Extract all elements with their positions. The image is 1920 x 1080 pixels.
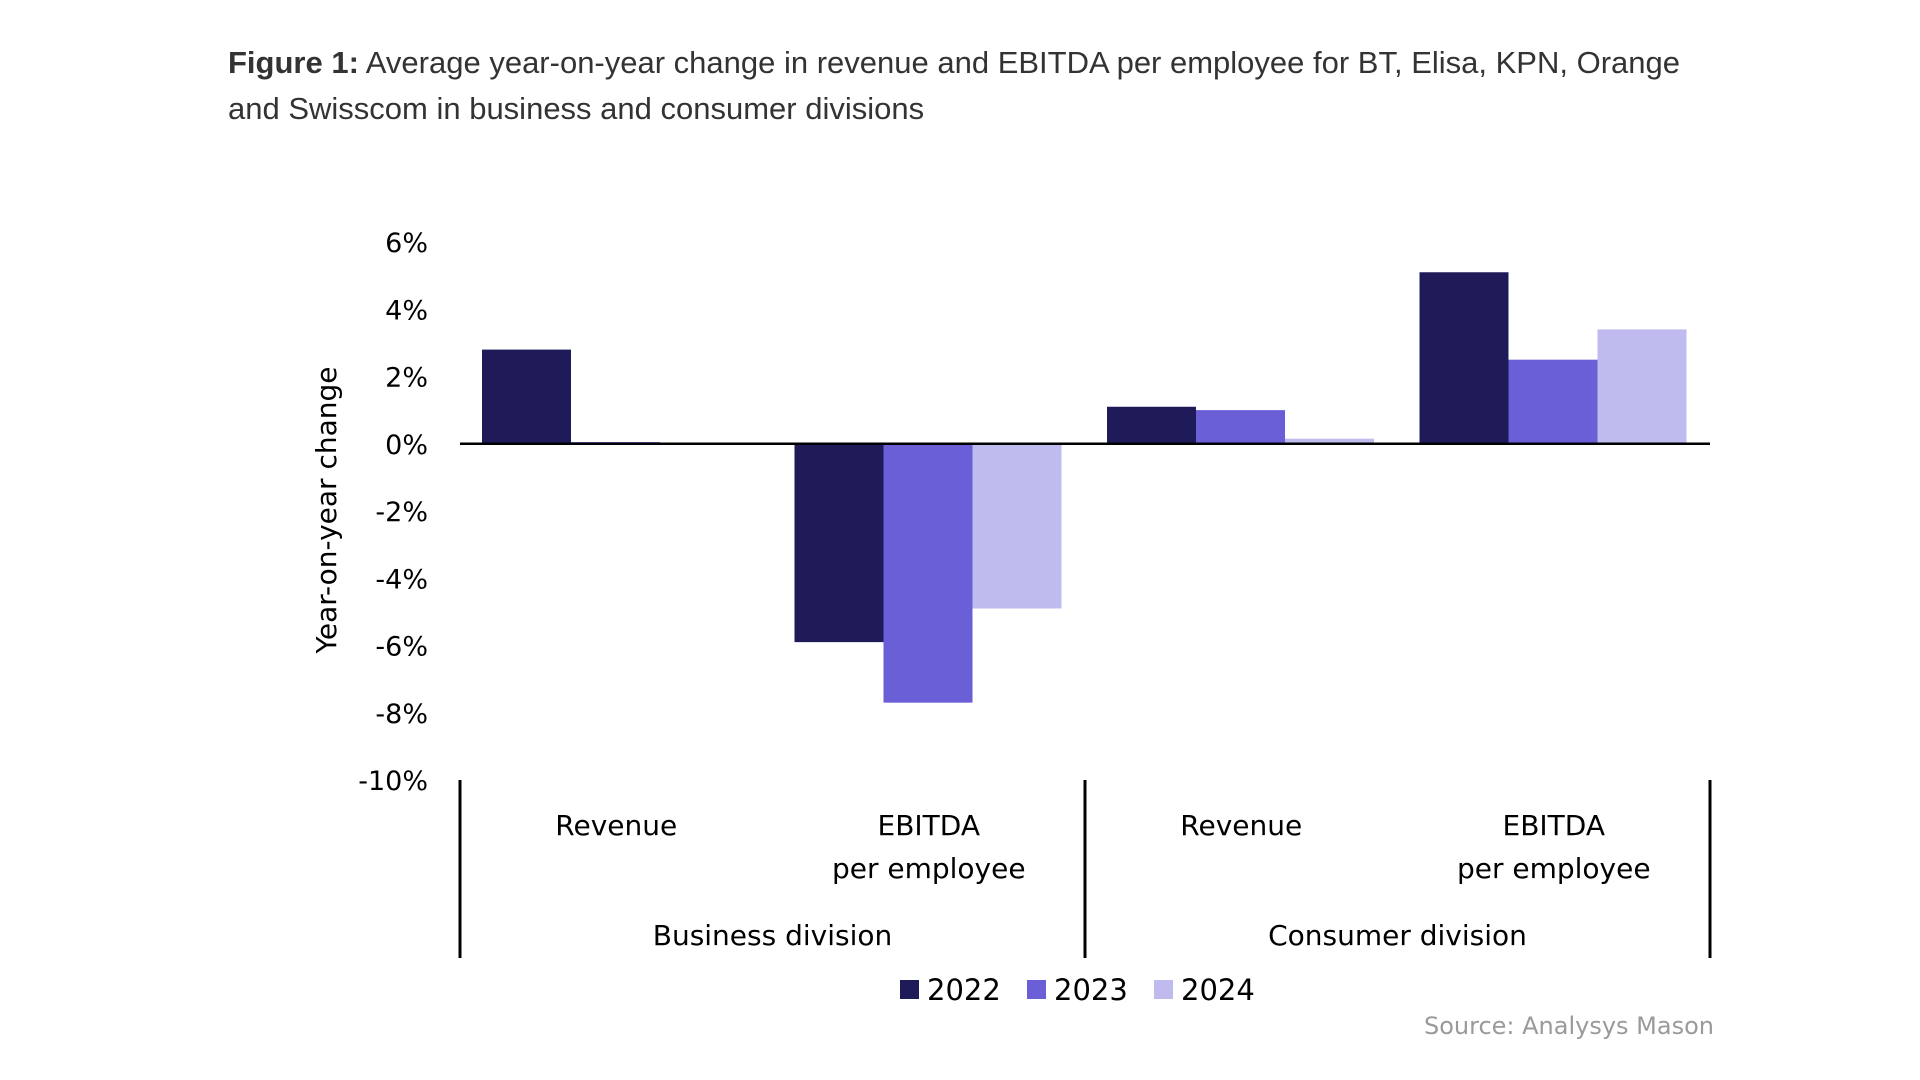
figure-title: Average year-on-year change in revenue a…	[228, 45, 1680, 126]
figure-caption: Figure 1: Average year-on-year change in…	[228, 40, 1728, 132]
source-note: Source: Analysys Mason	[1423, 1012, 1714, 1040]
bar-2022: EBITDA per employee 2022: 5.1%	[1419, 272, 1509, 444]
legend-swatch	[900, 980, 919, 999]
category-label: EBITDA per employee	[1457, 809, 1651, 885]
category-label: EBITDA per employee	[832, 809, 1026, 885]
group-label: Consumer division	[1268, 919, 1527, 952]
x-axis: Revenue EBITDA per employee Revenue EBITDA pe…	[458, 780, 1712, 958]
y-axis-title: Year-on-year change	[310, 366, 343, 654]
y-tick-label: 4%	[385, 295, 428, 326]
bar-2023: Revenue 2023: 1%	[1196, 410, 1285, 444]
legend-swatch	[1154, 980, 1173, 999]
bars: Revenue 2022: 2.8% EBITDA per employee 20…	[482, 272, 1687, 703]
figure-label: Figure 1:	[228, 45, 359, 80]
legend-label: 2023	[1054, 973, 1128, 1007]
legend: 2022 2023 2024	[900, 973, 1255, 1007]
y-tick-label: 0%	[385, 430, 428, 461]
y-tick-label: -10%	[358, 766, 428, 797]
legend-swatch	[1027, 980, 1046, 999]
bar-2024: EBITDA per employee 2024: -4.9%	[972, 443, 1062, 609]
group-label: Business division	[653, 919, 893, 952]
category-label: Revenue	[1180, 809, 1302, 842]
y-tick-label: 2%	[385, 363, 428, 394]
bar-2024: EBITDA per employee 2024: 3.4%	[1597, 329, 1687, 444]
y-tick-label: -6%	[375, 632, 428, 663]
category-label: Revenue	[555, 809, 677, 842]
bar-2022: Revenue 2022: 2.8%	[482, 349, 571, 444]
legend-label: 2022	[927, 973, 1001, 1007]
legend-label: 2024	[1181, 973, 1255, 1007]
bar-2023: EBITDA per employee 2023: -7.7%	[883, 443, 973, 703]
bar-2024: Revenue 2024: 0.15%	[1285, 438, 1374, 444]
bar-2023: EBITDA per employee 2023: 2.5%	[1508, 359, 1598, 444]
y-axis: 6% 4% 2% 0% -2% -4% -6% -8% -10%	[358, 228, 428, 797]
y-tick-label: -8%	[375, 699, 428, 730]
y-tick-label: -4%	[375, 564, 428, 595]
bar-2022: Revenue 2022: 1.1%	[1107, 406, 1196, 444]
y-tick-label: -2%	[375, 497, 428, 528]
bar-2022: EBITDA per employee 2022: -5.9%	[794, 443, 884, 643]
y-tick-label: 6%	[385, 228, 428, 259]
